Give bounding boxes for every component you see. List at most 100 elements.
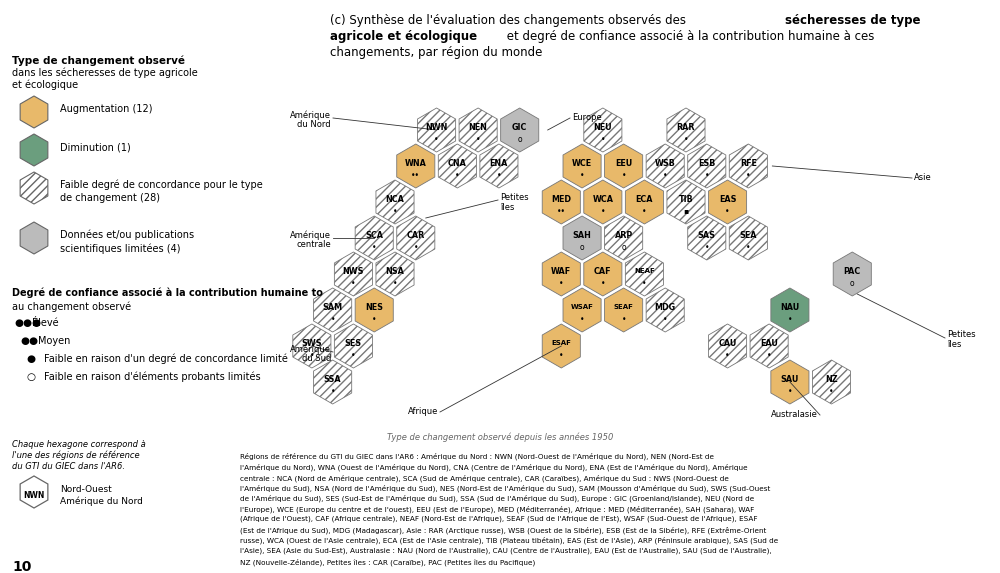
Polygon shape — [584, 252, 622, 296]
Text: •: • — [414, 242, 418, 252]
Text: TIB: TIB — [679, 194, 693, 203]
Polygon shape — [833, 252, 871, 296]
Polygon shape — [397, 216, 435, 260]
Text: EEU: EEU — [615, 159, 632, 167]
Text: MDG: MDG — [655, 303, 676, 312]
Text: SAU: SAU — [781, 375, 799, 383]
Text: •: • — [580, 315, 584, 324]
Text: agricole et écologique: agricole et écologique — [330, 30, 477, 43]
Text: WCA: WCA — [592, 194, 613, 203]
Text: (c) Synthèse de l'évaluation des changements observés des: (c) Synthèse de l'évaluation des changem… — [330, 14, 690, 27]
Text: Type de changement observé: Type de changement observé — [12, 55, 185, 65]
Text: SAS: SAS — [698, 230, 716, 240]
Text: •: • — [601, 206, 605, 215]
Text: îles: îles — [500, 203, 514, 212]
Text: îles: îles — [947, 340, 961, 349]
Polygon shape — [646, 144, 684, 188]
Polygon shape — [563, 144, 601, 188]
Text: Amérique: Amérique — [290, 230, 331, 240]
Text: o: o — [517, 135, 522, 143]
Text: changements, par région du monde: changements, par région du monde — [330, 46, 542, 59]
Text: CAU: CAU — [718, 339, 737, 347]
Polygon shape — [646, 288, 684, 332]
Polygon shape — [605, 216, 643, 260]
Text: Amérique: Amérique — [290, 110, 331, 120]
Text: Petites: Petites — [500, 193, 529, 202]
Text: ○: ○ — [26, 372, 35, 382]
Text: NES: NES — [365, 303, 383, 312]
Text: •: • — [601, 278, 605, 288]
Polygon shape — [688, 216, 726, 260]
Text: Données et/ou publications: Données et/ou publications — [60, 230, 194, 241]
Text: RAR: RAR — [677, 123, 695, 131]
Text: NCA: NCA — [386, 194, 404, 203]
Text: Moyen: Moyen — [38, 336, 70, 346]
Text: Europe: Europe — [572, 113, 602, 122]
Text: Asie: Asie — [914, 173, 932, 182]
Polygon shape — [334, 252, 372, 296]
Text: Afrique: Afrique — [408, 407, 438, 416]
Text: dans les sécheresses de type agricole: dans les sécheresses de type agricole — [12, 68, 198, 79]
Text: Chaque hexagone correspond à: Chaque hexagone correspond à — [12, 440, 146, 449]
Text: Faible en raison d'un degré de concordance limité: Faible en raison d'un degré de concordan… — [44, 354, 288, 364]
Text: Australasie: Australasie — [771, 410, 818, 419]
Text: •: • — [393, 206, 397, 215]
Polygon shape — [314, 288, 352, 332]
Text: EAU: EAU — [760, 339, 778, 347]
Text: Amérique du Nord: Amérique du Nord — [60, 497, 143, 507]
Text: SAH: SAH — [573, 230, 591, 240]
Text: du GTI du GIEC dans l'AR6.: du GTI du GIEC dans l'AR6. — [12, 462, 125, 471]
Text: RFE: RFE — [740, 159, 757, 167]
Text: (Est de l'Afrique du Sud), MDG (Madagascar), Asie : RAR (Arctique russe), WSB (O: (Est de l'Afrique du Sud), MDG (Madagasc… — [240, 527, 766, 534]
Text: •: • — [663, 171, 667, 179]
Polygon shape — [667, 108, 705, 152]
Text: Augmentation (12): Augmentation (12) — [60, 104, 152, 114]
Text: •: • — [621, 171, 626, 179]
Text: •: • — [746, 242, 751, 252]
Text: Nord-Ouest: Nord-Ouest — [60, 485, 112, 494]
Polygon shape — [729, 216, 767, 260]
Text: •: • — [455, 171, 460, 179]
Polygon shape — [20, 96, 48, 128]
Text: CAF: CAF — [594, 266, 612, 276]
Text: NWS: NWS — [343, 266, 364, 276]
Polygon shape — [480, 144, 518, 188]
Text: Régions de référence du GTI du GIEC dans l'AR6 : Amérique du Nord : NWN (Nord-Ou: Régions de référence du GTI du GIEC dans… — [240, 453, 714, 461]
Text: du Sud: du Sud — [302, 354, 331, 363]
Polygon shape — [20, 134, 48, 166]
Polygon shape — [501, 108, 539, 152]
Text: Diminution (1): Diminution (1) — [60, 142, 131, 152]
Text: Amérique: Amérique — [290, 344, 331, 354]
Text: sécheresses de type: sécheresses de type — [785, 14, 920, 27]
Text: l'Amérique du Nord), WNA (Ouest de l'Amérique du Nord), CNA (Centre de l'Amériqu: l'Amérique du Nord), WNA (Ouest de l'Amé… — [240, 464, 748, 471]
Text: centrale : NCA (Nord de Amérique centrale), SCA (Sud de Amérique centrale), CAR : centrale : NCA (Nord de Amérique central… — [240, 474, 729, 481]
Text: Élevé: Élevé — [32, 318, 59, 328]
Polygon shape — [750, 324, 788, 368]
Text: •: • — [642, 206, 647, 215]
Text: •: • — [621, 315, 626, 324]
Text: •: • — [559, 351, 564, 359]
Text: Faible degré de concordance pour le type: Faible degré de concordance pour le type — [60, 180, 263, 190]
Text: WCE: WCE — [572, 159, 592, 167]
Polygon shape — [542, 252, 580, 296]
Text: •: • — [330, 315, 335, 324]
Text: ENA: ENA — [490, 159, 508, 167]
Text: GIC: GIC — [512, 123, 527, 131]
Polygon shape — [459, 108, 497, 152]
Text: NWN: NWN — [425, 123, 448, 131]
Text: ESB: ESB — [698, 159, 715, 167]
Text: Petites: Petites — [947, 330, 976, 339]
Text: NSA: NSA — [386, 266, 404, 276]
Polygon shape — [771, 360, 809, 404]
Text: •: • — [372, 242, 376, 252]
Polygon shape — [605, 144, 643, 188]
Text: •: • — [351, 278, 356, 288]
Text: •: • — [746, 171, 751, 179]
Text: russe), WCA (Ouest de l'Asie centrale), ECA (Est de l'Asie centrale), TIB (Plate: russe), WCA (Ouest de l'Asie centrale), … — [240, 537, 778, 544]
Polygon shape — [584, 108, 622, 152]
Text: WAF: WAF — [551, 266, 571, 276]
Polygon shape — [605, 288, 643, 332]
Polygon shape — [584, 180, 622, 224]
Text: au changement observé: au changement observé — [12, 301, 131, 312]
Text: NEAF: NEAF — [634, 268, 655, 274]
